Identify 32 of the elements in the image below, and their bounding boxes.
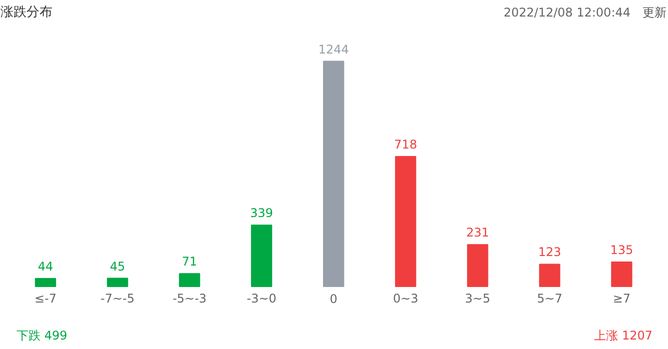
bar [539, 264, 560, 287]
data-label: 718 [394, 138, 418, 152]
bar [250, 224, 272, 287]
x-tick-label: 0 [330, 292, 338, 306]
data-label: 339 [250, 206, 274, 220]
text: 上涨 1207 [594, 328, 653, 342]
chart-title: 涨跌分布 [0, 5, 52, 20]
data-label: 123 [538, 245, 562, 260]
x-tick-label: -7~-5 [100, 292, 135, 306]
text: 更新 [642, 6, 666, 20]
data-label: 135 [610, 243, 634, 258]
bar [395, 156, 416, 287]
bar [34, 278, 56, 287]
data-label: 44 [38, 259, 54, 274]
text: 下跌 499 [16, 328, 68, 342]
data-label: 231 [466, 226, 490, 240]
bar [323, 60, 344, 287]
bar [467, 244, 488, 287]
x-tick-label: -5~-3 [172, 292, 207, 306]
x-tick-label: ≤-7 [34, 292, 57, 306]
data-label: 1244 [318, 42, 349, 56]
data-label: 45 [110, 259, 126, 274]
data-label: 71 [182, 254, 198, 269]
bar [178, 273, 200, 287]
x-tick-label: 5~7 [537, 292, 562, 306]
bar [611, 262, 632, 287]
x-tick-label: -3~0 [246, 292, 276, 306]
chart-subtitle: 2022/12/08 12:00:44 [504, 6, 630, 20]
bar [106, 278, 128, 287]
x-tick-label: 3~5 [464, 292, 490, 306]
x-tick-label: ≥7 [612, 292, 631, 306]
x-tick-label: 0~3 [392, 292, 418, 306]
